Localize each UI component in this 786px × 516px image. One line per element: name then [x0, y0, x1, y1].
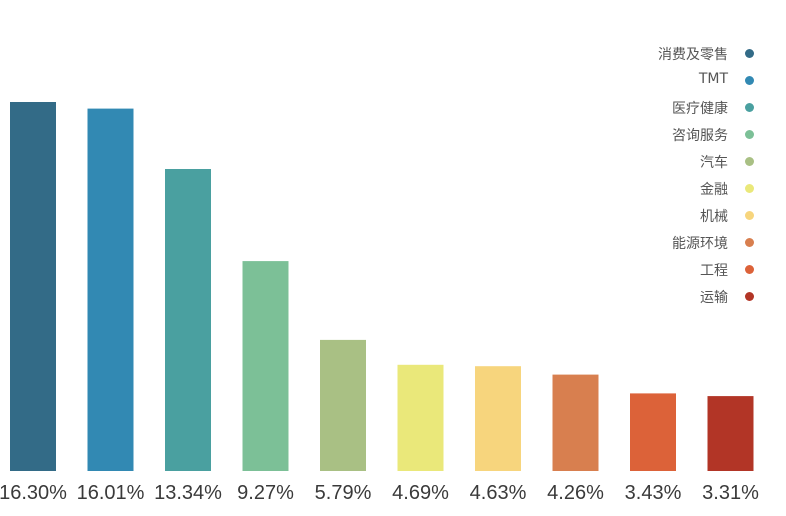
legend-item: 汽车: [600, 149, 770, 176]
legend-label: 金融: [700, 182, 728, 198]
legend-label: 医疗健康: [672, 101, 728, 117]
legend-label: 咨询服务: [672, 128, 728, 144]
legend-label: 工程: [700, 263, 728, 279]
legend-item: 机械: [600, 203, 770, 230]
bar-value-label: 3.43%: [625, 482, 682, 504]
bar-value-label: 13.34%: [154, 482, 222, 504]
bar-9: [630, 393, 676, 471]
legend-item: 运输: [600, 284, 770, 311]
bar-10: [707, 396, 754, 471]
legend-item: 咨询服务: [600, 122, 770, 149]
legend-item: TMT: [600, 68, 770, 95]
legend-item: 医疗健康: [600, 95, 770, 122]
bar-value-label: 4.63%: [470, 482, 527, 504]
legend-label: TMT: [698, 71, 728, 87]
legend-label: 机械: [700, 209, 728, 225]
legend-swatch: [745, 157, 754, 166]
bar-value-label: 4.26%: [547, 482, 604, 504]
legend-item: 能源环境: [600, 230, 770, 257]
legend-swatch: [745, 265, 754, 274]
chart-legend: 消费及零售 TMT 医疗健康咨询服务汽车金融机械能源环境工程运输: [600, 41, 770, 311]
legend-label: 运输: [700, 290, 728, 306]
legend-label: 消费及零售: [658, 47, 728, 63]
bar-value-label: 16.30%: [0, 482, 67, 504]
legend-swatch: [745, 76, 754, 85]
legend-swatch: [745, 103, 754, 112]
legend-label: 汽车: [700, 155, 728, 171]
bar-value-label: 9.27%: [237, 482, 294, 504]
legend-item: 工程: [600, 257, 770, 284]
bar-2: [87, 108, 134, 471]
legend-item: 金融: [600, 176, 770, 203]
legend-label: 能源环境: [672, 236, 728, 252]
legend-swatch: [745, 238, 754, 247]
legend-swatch: [745, 211, 754, 220]
bar-4: [242, 261, 289, 471]
bar-value-label: 16.01%: [77, 482, 145, 504]
bar-3: [165, 169, 211, 471]
bar-5: [320, 339, 366, 471]
bar-8: [552, 374, 599, 471]
bar-value-label: 5.79%: [315, 482, 372, 504]
legend-swatch: [745, 292, 754, 301]
bar-7: [475, 366, 521, 471]
legend-item: 消费及零售: [600, 41, 770, 68]
legend-swatch: [745, 49, 754, 58]
bar-1: [10, 102, 56, 471]
legend-swatch: [745, 130, 754, 139]
bar-6: [397, 364, 444, 471]
bar-value-label: 3.31%: [702, 482, 759, 504]
legend-swatch: [745, 184, 754, 193]
bar-value-label: 4.69%: [392, 482, 449, 504]
